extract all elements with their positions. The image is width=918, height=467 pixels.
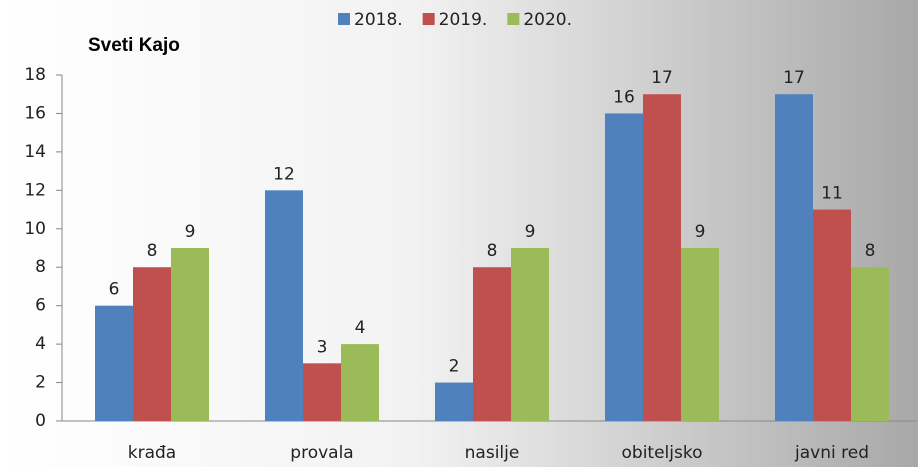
bar [265, 190, 303, 421]
value-label: 9 [185, 222, 196, 242]
bar [681, 248, 719, 421]
value-label: 9 [695, 222, 706, 242]
bar [605, 113, 643, 421]
legend-label: 2020. [523, 10, 572, 30]
bar [435, 382, 473, 421]
y-tick-label: 14 [24, 142, 46, 162]
value-label: 4 [355, 318, 366, 338]
legend-label: 2018. [354, 10, 403, 30]
x-tick-label: krađa [128, 443, 176, 463]
y-tick-label: 2 [35, 373, 46, 393]
legend-swatch [338, 13, 350, 25]
bar [95, 305, 133, 421]
value-label: 16 [613, 87, 635, 107]
value-label: 12 [273, 164, 295, 184]
bar [171, 248, 209, 421]
x-tick-label: obiteljsko [622, 443, 703, 463]
value-label: 8 [147, 241, 158, 261]
value-label: 6 [109, 280, 120, 300]
value-label: 9 [525, 222, 536, 242]
value-label: 17 [783, 68, 805, 88]
value-label: 8 [487, 241, 498, 261]
y-tick-label: 8 [35, 257, 46, 277]
y-tick-label: 4 [35, 334, 46, 354]
x-tick-label: nasilje [465, 443, 520, 463]
legend-swatch [422, 13, 435, 25]
y-tick-label: 6 [35, 296, 46, 316]
chart-title: Sveti Kajo [88, 35, 180, 56]
bar [341, 344, 379, 421]
bar [851, 267, 889, 421]
y-tick-label: 18 [24, 65, 46, 85]
value-label: 2 [449, 357, 460, 377]
bar [511, 248, 549, 421]
bar [133, 267, 171, 421]
value-label: 17 [651, 68, 673, 88]
bar [813, 209, 851, 421]
bar [775, 94, 813, 421]
y-tick-label: 10 [24, 219, 46, 239]
bar [473, 267, 511, 421]
value-label: 3 [317, 337, 328, 357]
bar [643, 94, 681, 421]
bar [303, 363, 341, 421]
value-label: 11 [821, 184, 843, 204]
legend-label: 2019. [439, 10, 488, 30]
y-tick-label: 0 [35, 411, 46, 431]
y-tick-label: 16 [24, 103, 46, 123]
legend-swatch [507, 13, 520, 25]
x-tick-label: javni red [794, 443, 869, 463]
value-label: 8 [865, 241, 876, 261]
x-tick-label: provala [290, 443, 353, 463]
y-tick-label: 12 [24, 180, 46, 200]
